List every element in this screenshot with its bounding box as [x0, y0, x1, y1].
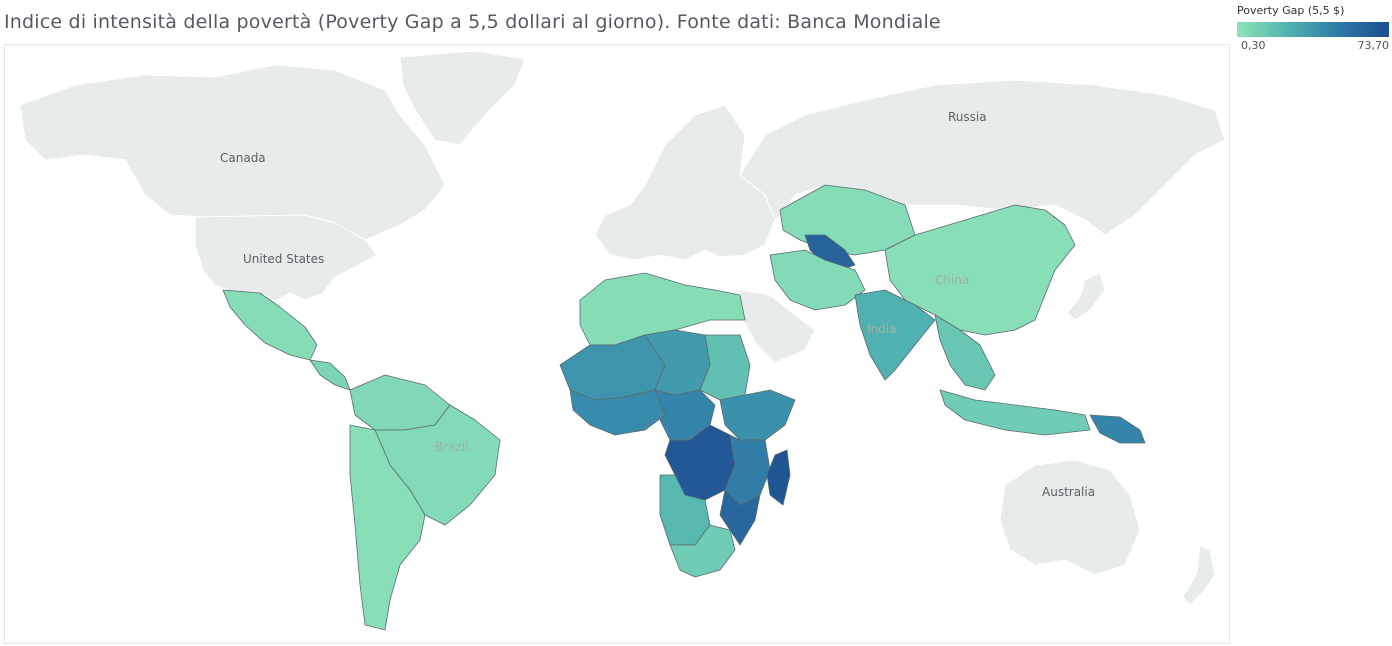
- label-brazil: Brazil: [435, 440, 469, 454]
- label-russia: Russia: [948, 110, 987, 124]
- landmass-united-states[interactable]: [194, 214, 378, 302]
- region-ethiopia[interactable]: [719, 389, 796, 441]
- label-china: China: [935, 273, 969, 287]
- region-china[interactable]: [884, 204, 1076, 336]
- legend-min-label: 0,30: [1241, 39, 1266, 52]
- region-southern-africa[interactable]: [669, 524, 736, 578]
- region-mozambique[interactable]: [719, 489, 761, 546]
- landmass-europe[interactable]: [594, 104, 776, 261]
- legend-title: Poverty Gap (5,5 $): [1237, 4, 1345, 17]
- landmass-japan[interactable]: [1066, 272, 1106, 321]
- region-middle-east[interactable]: [769, 249, 866, 311]
- landmass-arabia[interactable]: [739, 289, 816, 364]
- region-mexico[interactable]: [222, 289, 318, 361]
- landmass-canada[interactable]: [19, 64, 446, 241]
- region-south-america-north[interactable]: [349, 374, 451, 431]
- landmass-greenland[interactable]: [399, 50, 526, 146]
- world-map[interactable]: Canada United States Russia China India …: [4, 44, 1230, 644]
- legend-max-label: 73,70: [1357, 39, 1390, 52]
- no-data-landmass-group: [19, 50, 1226, 606]
- label-canada: Canada: [220, 151, 266, 165]
- region-southeast-asia[interactable]: [934, 314, 996, 391]
- region-madagascar[interactable]: [766, 449, 791, 506]
- region-papua-new-guinea[interactable]: [1089, 414, 1146, 444]
- label-australia: Australia: [1042, 485, 1095, 499]
- region-central-america[interactable]: [309, 359, 351, 391]
- map-label-group: Canada United States Russia China India …: [220, 110, 1095, 499]
- data-region-group: [222, 184, 1146, 631]
- region-indonesia[interactable]: [939, 389, 1091, 436]
- landmass-new-zealand[interactable]: [1182, 544, 1216, 606]
- region-southern-cone[interactable]: [349, 424, 426, 631]
- region-sahel-west[interactable]: [559, 334, 666, 401]
- legend-ticks: 0,30 73,70: [1237, 39, 1389, 53]
- landmass-australia[interactable]: [999, 459, 1141, 576]
- label-india: India: [867, 322, 896, 336]
- map-canvas: Canada United States Russia China India …: [19, 50, 1226, 631]
- map-title: Indice di intensità della povertà (Pover…: [4, 11, 941, 33]
- region-west-africa-coast[interactable]: [569, 389, 666, 436]
- color-legend[interactable]: Poverty Gap (5,5 $) 0,30 73,70: [1237, 4, 1389, 53]
- legend-color-ramp: [1237, 22, 1389, 37]
- label-united-states: United States: [243, 252, 324, 266]
- region-india[interactable]: [854, 289, 936, 381]
